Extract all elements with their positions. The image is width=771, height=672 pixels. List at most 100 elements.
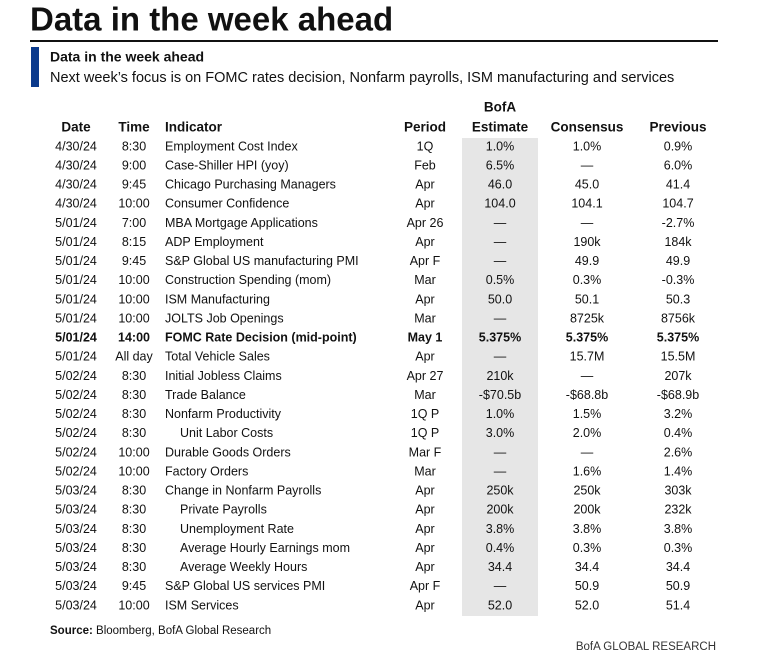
time-cell: 8:30 [122, 503, 146, 517]
consensus-cell: 2.0% [573, 426, 602, 440]
time-cell: 10:00 [118, 445, 149, 459]
period-cell: Mar [414, 388, 436, 402]
period-cell: Apr [415, 350, 434, 364]
previous-cell: 3.2% [664, 407, 693, 421]
time-cell: 8:30 [122, 560, 146, 574]
period-cell: Apr [415, 541, 434, 555]
previous-cell: 3.8% [664, 522, 693, 536]
period-cell: Mar [414, 464, 436, 478]
consensus-cell: 15.7M [570, 350, 605, 364]
date-cell: 5/03/24 [55, 579, 97, 593]
period-cell: Apr [415, 235, 434, 249]
indicator-cell: MBA Mortgage Applications [165, 216, 318, 230]
period-cell: 1Q P [411, 426, 440, 440]
time-cell: 10:00 [118, 598, 149, 612]
indicator-cell: ISM Services [165, 598, 239, 612]
consensus-cell: -$68.8b [566, 388, 608, 402]
time-cell: 10:00 [118, 464, 149, 478]
period-cell: Apr 27 [407, 369, 444, 383]
time-cell: 10:00 [118, 311, 149, 325]
indicator-cell: Case-Shiller HPI (yoy) [165, 158, 289, 172]
column-header: Time [118, 120, 150, 135]
consensus-cell: 250k [573, 484, 601, 498]
date-cell: 5/01/24 [55, 254, 97, 268]
previous-cell: 0.9% [664, 139, 693, 153]
time-cell: 7:00 [122, 216, 146, 230]
consensus-cell: 200k [573, 503, 601, 517]
previous-cell: 1.4% [664, 464, 693, 478]
bofa-estimate-cell: 200k [486, 503, 514, 517]
consensus-cell: 104.1 [571, 197, 602, 211]
previous-cell: 104.7 [662, 197, 693, 211]
bofa-estimate-cell: 46.0 [488, 178, 512, 192]
bofa-estimate-cell: 52.0 [488, 598, 512, 612]
period-cell: Mar [414, 311, 436, 325]
date-cell: 5/01/24 [55, 311, 97, 325]
consensus-cell: — [581, 445, 594, 459]
period-cell: Apr F [410, 254, 441, 268]
period-cell: May 1 [408, 331, 443, 345]
indicator-cell: FOMC Rate Decision (mid-point) [165, 331, 357, 345]
consensus-cell: 50.1 [575, 292, 599, 306]
period-cell: Apr F [410, 579, 441, 593]
date-cell: 5/01/24 [55, 331, 97, 345]
previous-cell: 51.4 [666, 598, 690, 612]
indicator-cell: S&P Global US services PMI [165, 579, 325, 593]
consensus-cell: 0.3% [573, 273, 602, 287]
estimate-column-shade [462, 138, 538, 616]
date-cell: 5/01/24 [55, 350, 97, 364]
previous-cell: 8756k [661, 311, 696, 325]
bofa-estimate-cell: 104.0 [484, 197, 515, 211]
period-cell: Apr 26 [407, 216, 444, 230]
indicator-cell: Initial Jobless Claims [165, 369, 282, 383]
period-cell: Apr [415, 178, 434, 192]
bofa-estimate-cell: 5.375% [479, 331, 521, 345]
period-cell: Apr [415, 522, 434, 536]
date-cell: 5/03/24 [55, 522, 97, 536]
previous-cell: 50.3 [666, 292, 690, 306]
previous-cell: 0.3% [664, 541, 693, 555]
consensus-cell: 190k [573, 235, 601, 249]
consensus-cell: — [581, 369, 594, 383]
brand: BofA GLOBAL RESEARCH [576, 641, 716, 653]
previous-cell: 6.0% [664, 158, 693, 172]
date-cell: 5/02/24 [55, 464, 97, 478]
date-cell: 5/01/24 [55, 292, 97, 306]
period-cell: Apr [415, 598, 434, 612]
period-cell: Feb [414, 158, 436, 172]
bofa-estimate-cell: 0.5% [486, 273, 515, 287]
period-cell: Apr [415, 292, 434, 306]
date-cell: 5/03/24 [55, 541, 97, 555]
bofa-estimate-cell: — [494, 311, 507, 325]
date-cell: 5/03/24 [55, 503, 97, 517]
time-cell: 8:30 [122, 407, 146, 421]
previous-cell: -0.3% [662, 273, 695, 287]
previous-cell: 34.4 [666, 560, 690, 574]
date-cell: 5/03/24 [55, 484, 97, 498]
consensus-cell: 0.3% [573, 541, 602, 555]
previous-cell: 303k [664, 484, 692, 498]
time-cell: 8:30 [122, 426, 146, 440]
previous-cell: 0.4% [664, 426, 693, 440]
consensus-cell: 45.0 [575, 178, 599, 192]
time-cell: 10:00 [118, 197, 149, 211]
indicator-cell: Average Hourly Earnings mom [180, 541, 350, 555]
consensus-cell: — [581, 158, 594, 172]
bofa-estimate-cell: 50.0 [488, 292, 512, 306]
bofa-estimate-cell: — [494, 350, 507, 364]
consensus-cell: 5.375% [566, 331, 608, 345]
time-cell: 14:00 [118, 331, 150, 345]
indicator-cell: Nonfarm Productivity [165, 407, 282, 421]
column-header: Consensus [551, 120, 624, 135]
indicator-cell: Consumer Confidence [165, 197, 289, 211]
previous-cell: 41.4 [666, 178, 690, 192]
time-cell: 9:45 [122, 178, 146, 192]
period-cell: 1Q P [411, 407, 440, 421]
source-note: Source: Bloomberg, BofA Global Research [50, 625, 271, 637]
previous-cell: 49.9 [666, 254, 690, 268]
period-cell: Mar F [409, 445, 442, 459]
description: Next week’s focus is on FOMC rates decis… [50, 70, 674, 86]
previous-cell: 184k [664, 235, 692, 249]
